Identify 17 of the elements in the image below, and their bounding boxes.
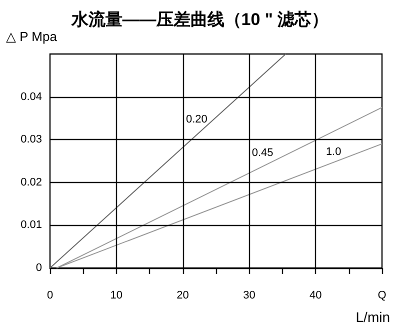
x-tick-label: 40 [309, 290, 322, 302]
series-label: 0.45 [252, 147, 274, 160]
series-label: 1.0 [326, 146, 342, 158]
y-tick-label: 0.03 [20, 134, 42, 146]
y-tick-label: 0.01 [20, 219, 42, 232]
y-axis-title: △ P Mpa [6, 29, 58, 44]
x-tick-label: 10 [110, 290, 123, 302]
x-tick-label: 0 [46, 290, 54, 302]
x-tick-label: Q [378, 290, 387, 302]
y-tick-label: 0.02 [20, 176, 42, 188]
series-label: 0.20 [186, 114, 208, 126]
chart-title: 水流量——压差曲线（10 " 滤芯） [70, 10, 329, 29]
x-tick-label: 20 [176, 290, 189, 302]
y-tick-label: 0 [36, 262, 42, 274]
x-axis-title: L/min [356, 309, 390, 325]
y-tick-label: 0.04 [20, 90, 42, 103]
x-tick-label: 30 [243, 290, 256, 302]
